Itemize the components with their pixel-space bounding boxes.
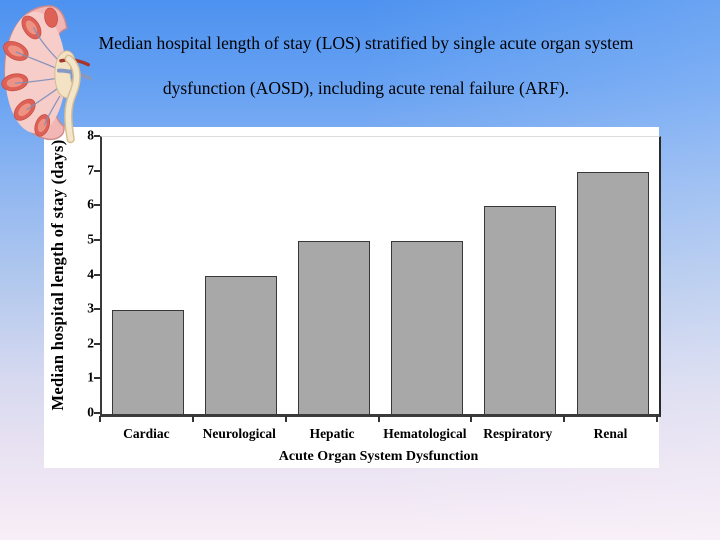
category-label-respiratory: Respiratory xyxy=(483,426,553,441)
y-tick-label-2: 2 xyxy=(87,335,94,351)
x-tick-mark xyxy=(284,416,287,422)
slide-title-line2: dysfunction (AOSD), including acute rena… xyxy=(162,78,570,98)
kidney-vessels xyxy=(14,27,61,126)
y-tick-label-1: 1 xyxy=(87,369,94,385)
bar-hematological xyxy=(390,240,463,414)
y-tick-label-6: 6 xyxy=(87,196,94,212)
bar-renal xyxy=(576,171,649,414)
x-category-labels: Cardiac Neurological Hepatic Hematological R… xyxy=(100,426,657,442)
bar-respiratory xyxy=(483,206,556,414)
kidney-icon xyxy=(1,5,93,144)
category-label-renal: Renal xyxy=(593,426,628,441)
x-tick-mark xyxy=(377,416,380,422)
x-axis-title: Acute Organ System Dysfunction xyxy=(278,449,479,464)
y-tick-mark xyxy=(94,308,100,311)
y-tick-label-0: 0 xyxy=(87,404,94,420)
plot-area xyxy=(100,136,661,417)
y-tick-mark xyxy=(94,342,100,345)
slide-title-line1: Median hospital length of stay (LOS) str… xyxy=(98,33,634,53)
slide-title: Median hospital length of stay (LOS) str… xyxy=(0,0,720,110)
y-tick-label-3: 3 xyxy=(87,300,94,316)
x-tick-mark xyxy=(656,416,658,422)
y-tick-mark xyxy=(94,273,100,276)
bar-cardiac xyxy=(112,310,185,414)
x-tick-mark xyxy=(191,416,194,422)
x-tick-mark xyxy=(470,416,473,422)
y-tick-label-8: 8 xyxy=(87,127,94,143)
category-label-cardiac: Cardiac xyxy=(123,426,170,441)
ureter xyxy=(64,54,81,144)
y-tick-label-7: 7 xyxy=(87,162,94,178)
category-label-neurological: Neurological xyxy=(202,426,276,441)
y-axis-labels: 0 1 2 3 4 5 6 7 8 xyxy=(62,129,94,419)
bar-hepatic xyxy=(298,240,371,414)
bar-neurological xyxy=(205,275,278,414)
y-tick-mark xyxy=(94,169,100,172)
y-tick-label-4: 4 xyxy=(87,266,94,282)
y-tick-mark xyxy=(94,135,100,137)
category-label-hepatic: Hepatic xyxy=(309,426,355,441)
x-tick-mark xyxy=(563,416,566,422)
y-tick-mark xyxy=(94,238,100,241)
y-tick-label-5: 5 xyxy=(87,231,94,247)
y-tick-mark xyxy=(94,204,100,207)
category-label-hematological: Hematological xyxy=(383,426,467,441)
y-tick-mark xyxy=(94,377,100,380)
x-tick-marks xyxy=(99,416,658,422)
y-tick-mark xyxy=(94,412,100,414)
y-tick-marks xyxy=(94,135,100,414)
x-tick-mark xyxy=(99,416,101,422)
